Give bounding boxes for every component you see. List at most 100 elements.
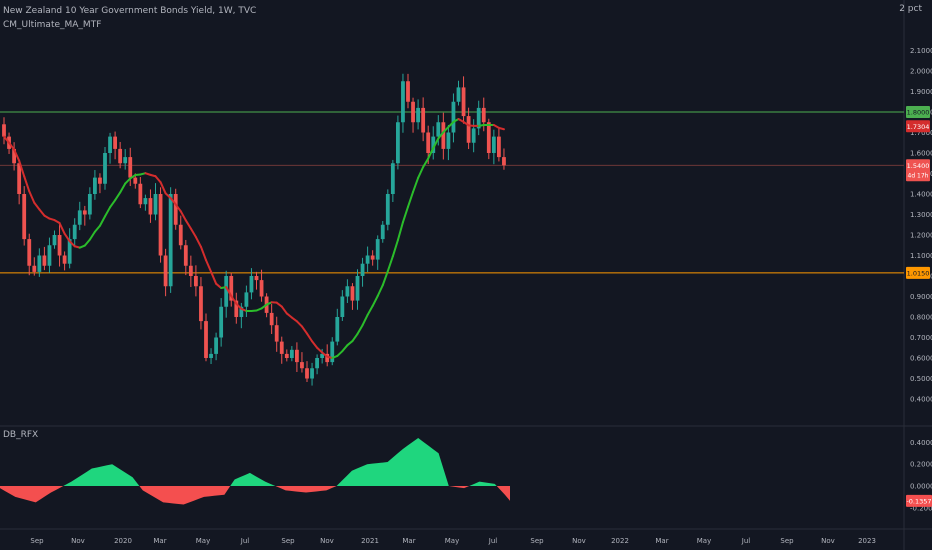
last-price-badge: 1.5400 bbox=[907, 162, 930, 170]
candle-body bbox=[340, 296, 345, 317]
ma-segment bbox=[316, 346, 324, 354]
osc-negative-area bbox=[0, 486, 64, 503]
candle-body bbox=[234, 300, 239, 317]
candle-body bbox=[22, 194, 27, 240]
candle-body bbox=[47, 245, 52, 266]
candle-body bbox=[335, 317, 340, 342]
support-badge-bg bbox=[906, 266, 930, 279]
indicator-label-ma[interactable]: CM_Ultimate_MA_MTF bbox=[3, 20, 102, 30]
x-tick-label: Mar bbox=[153, 537, 166, 545]
ma-segment bbox=[437, 131, 445, 140]
candle-body bbox=[355, 276, 360, 301]
ma-segment bbox=[396, 221, 404, 242]
candle-body bbox=[67, 239, 72, 264]
ma-segment bbox=[154, 175, 162, 184]
candle-body bbox=[315, 358, 319, 369]
x-tick-label: Sep bbox=[281, 537, 295, 545]
ma-segment bbox=[104, 206, 112, 218]
candle-body bbox=[360, 263, 365, 276]
x-tick-label: 2020 bbox=[114, 537, 132, 545]
resistance-badge-bg bbox=[906, 106, 930, 118]
candle-body bbox=[37, 255, 42, 272]
ma-segment bbox=[341, 344, 349, 353]
osc-negative-area bbox=[448, 486, 470, 489]
unit-label: 2 pct bbox=[899, 4, 922, 14]
candle-body bbox=[168, 194, 173, 287]
ma-segment bbox=[290, 316, 298, 323]
osc-last-badge: -0.1357 bbox=[906, 497, 931, 505]
ma-segment bbox=[285, 312, 293, 319]
candle-body bbox=[375, 239, 380, 260]
candle-body bbox=[249, 276, 254, 293]
candle-body bbox=[325, 353, 330, 363]
ma-segment bbox=[194, 236, 202, 248]
x-tick-label: Sep bbox=[780, 537, 794, 545]
ma-segment bbox=[23, 175, 31, 193]
candle-body bbox=[17, 163, 22, 194]
x-tick-label: 2023 bbox=[858, 537, 876, 545]
ma-segment bbox=[205, 259, 213, 273]
ma-segment bbox=[386, 255, 394, 273]
candle-body bbox=[466, 116, 471, 143]
ma-segment bbox=[356, 324, 364, 335]
ma-segment bbox=[159, 181, 167, 195]
y-tick-label: 1.3000 bbox=[910, 211, 932, 219]
ma-segment bbox=[210, 270, 218, 285]
ma-segment bbox=[321, 351, 329, 358]
candle-body bbox=[62, 255, 67, 264]
candle-body bbox=[12, 148, 16, 164]
candle-body bbox=[401, 81, 405, 123]
ma-segment bbox=[215, 282, 223, 289]
ma-segment bbox=[366, 304, 374, 316]
ma-segment bbox=[422, 157, 430, 169]
symbol-title[interactable]: New Zealand 10 Year Government Bonds Yie… bbox=[3, 6, 257, 16]
ma-segment bbox=[8, 141, 16, 151]
ma-segment bbox=[306, 332, 314, 343]
x-tick-label: Nov bbox=[320, 537, 334, 545]
candle-body bbox=[133, 177, 138, 184]
candle-body bbox=[2, 124, 6, 137]
ma-segment bbox=[381, 270, 389, 287]
candle-body bbox=[108, 136, 112, 153]
candle-body bbox=[244, 292, 249, 307]
ma-segment bbox=[412, 176, 420, 193]
ma-segment bbox=[114, 191, 122, 202]
ma-segment bbox=[336, 350, 344, 357]
ma-segment bbox=[497, 126, 505, 131]
candle-body bbox=[57, 235, 62, 256]
x-tick-label: Nov bbox=[71, 537, 85, 545]
osc-y-tick-label: 0.0000 bbox=[910, 483, 932, 491]
candle-body bbox=[52, 235, 57, 246]
ma-segment bbox=[33, 201, 41, 211]
ma-segment bbox=[401, 205, 409, 224]
ma-segment bbox=[280, 305, 288, 315]
candle-body bbox=[274, 325, 279, 342]
ma-segment bbox=[174, 203, 182, 213]
ma-segment bbox=[88, 230, 96, 241]
candle-body bbox=[295, 349, 299, 363]
support-badge: 1.0150 bbox=[907, 269, 930, 277]
ma-segment bbox=[391, 239, 399, 258]
candle-body bbox=[259, 280, 264, 297]
ma-segment bbox=[179, 210, 187, 222]
ma-segment bbox=[28, 190, 36, 204]
candle-body bbox=[461, 87, 466, 117]
indicator-label-rfx[interactable]: DB_RFX bbox=[3, 430, 39, 440]
candle-body bbox=[153, 194, 158, 215]
osc-positive-area bbox=[336, 438, 449, 486]
ma-segment bbox=[462, 120, 470, 127]
ma-segment bbox=[230, 294, 238, 305]
candle-body bbox=[113, 136, 117, 149]
osc-badge-bg bbox=[906, 494, 932, 507]
ma-segment bbox=[169, 197, 177, 206]
candle-body bbox=[199, 286, 203, 322]
